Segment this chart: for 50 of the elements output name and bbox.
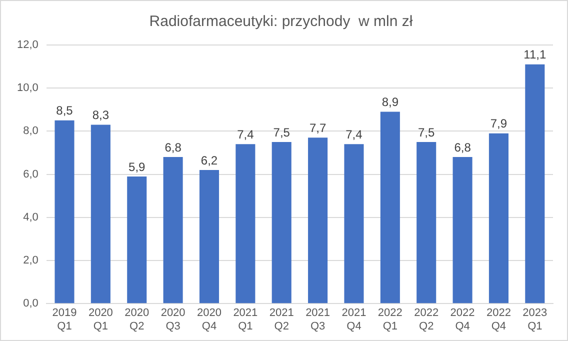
data-label: 6,8 — [164, 140, 182, 154]
data-label: 11,1 — [524, 48, 546, 62]
data-label: 6,2 — [200, 153, 218, 168]
bar — [452, 157, 472, 304]
data-label: 6,8 — [454, 140, 472, 154]
data-label: 5,9 — [128, 160, 146, 174]
data-label: 7,4 — [237, 127, 254, 142]
y-tick-label: 2,0 — [23, 254, 38, 267]
bar — [380, 112, 400, 304]
y-tick-label: 4,0 — [23, 211, 38, 224]
bar — [199, 170, 220, 304]
x-tick-label: 2021 Q4 — [342, 307, 366, 332]
data-label: 7,7 — [309, 120, 326, 135]
x-tick-label: 2020 Q2 — [124, 307, 150, 332]
bar — [90, 124, 110, 304]
data-label: 8,9 — [382, 95, 399, 110]
y-tick-label: 8,0 — [23, 125, 38, 138]
x-tick-label: 2020 Q4 — [197, 307, 222, 332]
x-tick-label: 2022 Q4 — [486, 307, 511, 332]
data-label: 7,4 — [346, 127, 363, 142]
y-tick-label: 6,0 — [23, 168, 38, 180]
y-tick-label: 10,0 — [16, 82, 38, 94]
bar — [308, 138, 328, 304]
bar — [488, 133, 508, 304]
bar — [272, 142, 292, 304]
bar — [236, 144, 256, 304]
bar — [344, 144, 364, 304]
x-tick-label: 2021 Q2 — [269, 307, 294, 332]
x-tick-label: 2019 Q1 — [52, 307, 77, 332]
data-label: 8,3 — [92, 108, 110, 122]
y-tick-label: 0,0 — [23, 298, 38, 310]
x-tick-label: 2023 Q1 — [522, 307, 548, 332]
x-tick-label: 2020 Q3 — [160, 307, 186, 332]
bar — [525, 64, 545, 304]
data-label: 7,5 — [418, 125, 436, 140]
data-label: 7,5 — [273, 125, 290, 140]
chart-title: Radiofarmaceutyki: przychody w mln zł — [149, 13, 414, 30]
x-tick-label: 2021 Q1 — [233, 307, 258, 332]
x-tick-label: 2022 Q2 — [414, 307, 439, 332]
data-label: 7,9 — [490, 116, 508, 131]
y-tick-label: 12,0 — [16, 39, 38, 52]
x-tick-label: 2021 Q3 — [306, 307, 330, 332]
bar — [127, 176, 147, 304]
x-tick-label: 2020 Q1 — [88, 307, 113, 332]
bar — [163, 157, 183, 304]
x-tick-label: 2022 Q1 — [378, 307, 402, 332]
data-label: 8,5 — [56, 104, 74, 118]
bar — [416, 142, 436, 304]
x-tick-label: 2022 Q4 — [450, 307, 475, 332]
bar — [54, 120, 74, 304]
